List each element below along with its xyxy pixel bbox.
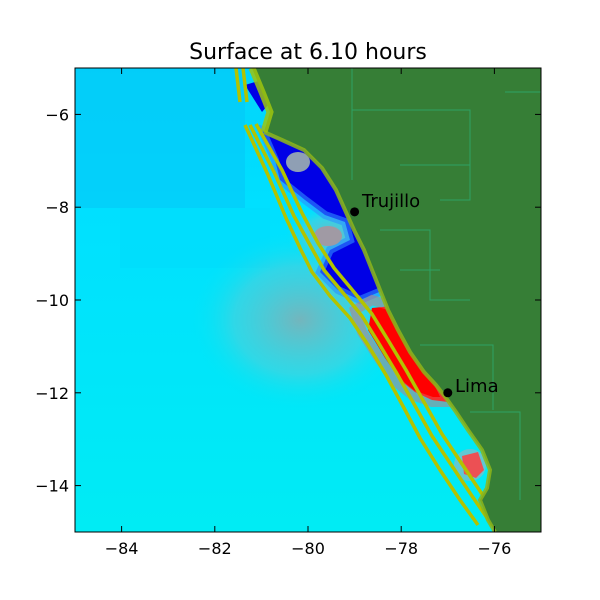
x-tick-label: −76 (478, 539, 512, 558)
trough-region (262, 130, 384, 300)
y-tick-label: −6 (45, 105, 69, 124)
contour-lines (234, 68, 504, 527)
crest-south-halo (454, 449, 486, 481)
city-marker-lima (443, 388, 453, 398)
land-mass (252, 68, 541, 532)
city-label-trujillo: Trujillo (361, 191, 420, 212)
x-tick-label: −78 (384, 539, 418, 558)
x-tick-label: −80 (291, 539, 325, 558)
ocean-deep-patch (75, 68, 245, 208)
trough-core-grey (286, 152, 310, 172)
y-tick-label: −12 (35, 384, 69, 403)
y-tick-label: −10 (35, 291, 69, 310)
trough-core-grey-2 (314, 226, 342, 246)
chart-title: Surface at 6.10 hours (189, 40, 427, 65)
land-boundaries (351, 68, 541, 500)
city-label-lima: Lima (455, 376, 499, 397)
y-tick-label: −8 (45, 198, 69, 217)
map-area (75, 68, 541, 532)
y-tick-label: −14 (35, 477, 69, 496)
shoreline-north (248, 68, 274, 134)
x-axis: −84 −82 −80 −78 −76 (105, 68, 512, 558)
shoreline (263, 130, 497, 532)
x-tick-label: −84 (105, 539, 139, 558)
x-tick-label: −82 (198, 539, 232, 558)
y-axis: −6 −8 −10 −12 −14 (35, 105, 541, 496)
city-marker-trujillo (350, 207, 360, 217)
